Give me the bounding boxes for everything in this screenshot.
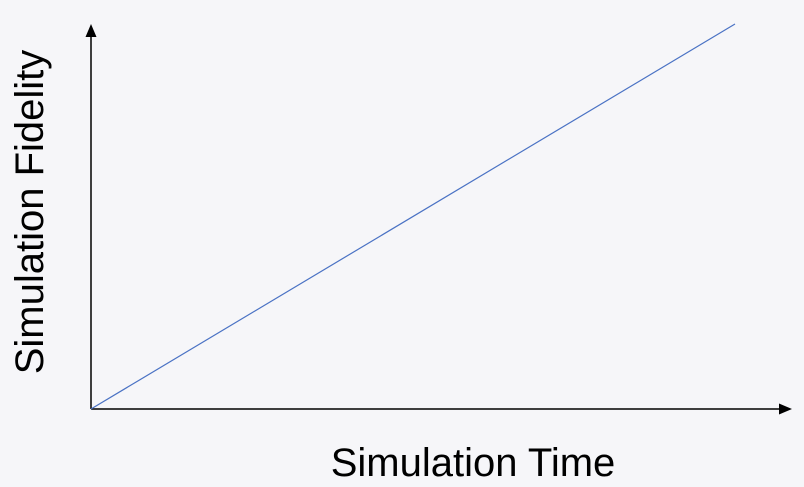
x-axis-arrowhead [779, 403, 792, 415]
series-line-0 [90, 23, 736, 410]
y-axis-arrowhead [85, 24, 97, 37]
series-layer [90, 23, 736, 410]
y-axis-title: Simulation Fidelity [8, 50, 52, 375]
x-axis-title: Simulation Time [331, 441, 616, 485]
